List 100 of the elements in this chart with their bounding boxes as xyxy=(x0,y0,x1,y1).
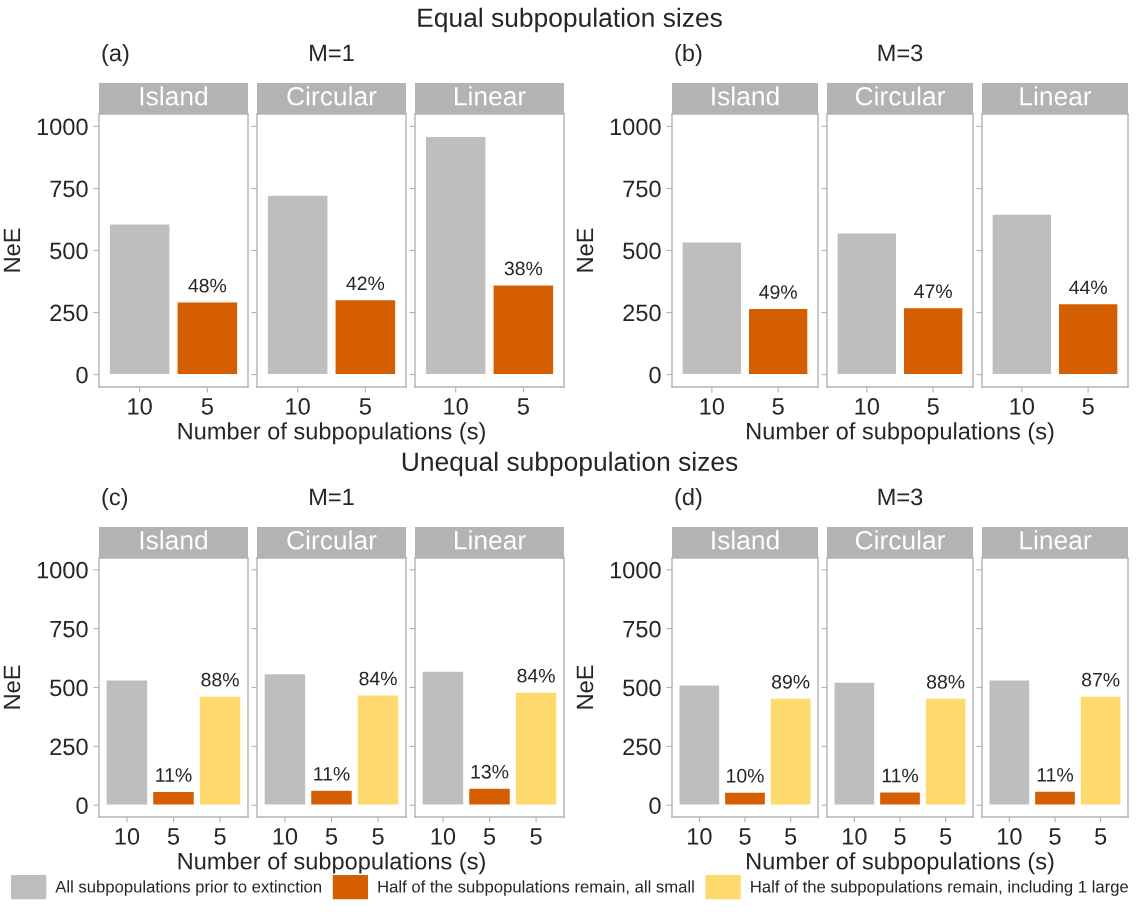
y-axis-title: NeE xyxy=(576,228,594,272)
text: (d) xyxy=(675,487,702,510)
chart-title: Linear xyxy=(1020,86,1092,106)
x-axis-title: Number of subpopulations (s) xyxy=(178,422,485,445)
annotation: 47% xyxy=(914,284,952,299)
x-tick-label: 5 xyxy=(359,398,371,415)
chart-title: Linear xyxy=(454,530,526,550)
x-tick-label: 5 xyxy=(214,828,226,845)
x-tick-label: 5 xyxy=(772,398,784,415)
x-tick-label: 10 xyxy=(688,828,712,845)
x-tick-label: 5 xyxy=(372,828,384,845)
y-tick-label: 250 xyxy=(623,738,661,756)
x-tick-label: 10 xyxy=(431,828,456,845)
annotation: 11% xyxy=(314,767,350,781)
x-tick-label: 5 xyxy=(739,828,751,845)
y-tick-label: 250 xyxy=(50,738,88,756)
y-tick-label: 750 xyxy=(50,180,88,198)
x-tick-label: 10 xyxy=(700,398,725,415)
annotation: 89% xyxy=(772,674,810,689)
text: M=3 xyxy=(878,488,923,506)
y-tick-label: 500 xyxy=(623,679,661,697)
x-tick-label: 5 xyxy=(940,828,952,845)
x-tick-label: 5 xyxy=(1049,828,1061,845)
x-tick-label: 10 xyxy=(128,398,152,415)
x-tick-label: 5 xyxy=(894,828,906,845)
annotation: 10% xyxy=(727,768,764,783)
y-tick-label: 250 xyxy=(623,304,661,322)
y-tick-label: 1000 xyxy=(610,561,661,579)
annotation: 44% xyxy=(1069,280,1107,295)
annotation: 88% xyxy=(927,674,965,689)
y-tick-label: 500 xyxy=(50,242,88,260)
annotation: 88% xyxy=(201,672,239,687)
legend-label: Half of the subpopulations remain, all small xyxy=(378,880,694,896)
text: (b) xyxy=(675,44,702,66)
chart-title: Island xyxy=(140,86,208,106)
legend-label: All subpopulations prior to extinction xyxy=(55,880,322,896)
annotation: 11% xyxy=(156,768,192,782)
chart-title: Circular xyxy=(287,530,377,550)
chart-title: Island xyxy=(712,86,779,106)
x-tick-label: 5 xyxy=(1082,398,1094,415)
x-axis-title: Number of subpopulations (s) xyxy=(747,422,1054,445)
annotation: 84% xyxy=(359,671,397,686)
y-tick-label: 0 xyxy=(76,797,88,815)
y-tick-label: 500 xyxy=(623,242,661,260)
text: Unequal subpopulation sizes xyxy=(402,451,738,477)
x-axis-title: Number of subpopulations (s) xyxy=(178,852,485,875)
y-tick-label: 750 xyxy=(623,620,661,638)
y-tick-label: 0 xyxy=(649,797,661,815)
chart-title: Linear xyxy=(454,86,526,106)
x-axis-title: Number of subpopulations (s) xyxy=(747,852,1054,875)
y-tick-label: 250 xyxy=(50,304,88,322)
annotation: 49% xyxy=(759,285,797,299)
x-tick-label: 10 xyxy=(1010,398,1035,415)
chart-title: Circular xyxy=(855,530,946,550)
legend-label: Half of the subpopulations remain, including 1 large xyxy=(751,880,1129,896)
y-tick-label: 1000 xyxy=(37,561,88,579)
text: M=1 xyxy=(310,488,354,506)
y-tick-label: 1000 xyxy=(610,118,661,136)
annotation: 42% xyxy=(346,276,385,291)
y-tick-label: 750 xyxy=(623,180,661,198)
y-axis-title: NeE xyxy=(576,665,594,709)
y-tick-label: 0 xyxy=(649,366,661,384)
text: (a) xyxy=(102,44,129,66)
x-tick-label: 5 xyxy=(927,398,939,415)
chart-title: Island xyxy=(712,530,779,550)
chart-title: Circular xyxy=(287,86,377,106)
annotation: 48% xyxy=(188,278,227,293)
x-tick-label: 10 xyxy=(843,828,867,845)
x-tick-label: 10 xyxy=(855,398,880,415)
annotation: 84% xyxy=(517,668,555,683)
chart-title: Island xyxy=(140,530,208,550)
x-tick-label: 5 xyxy=(785,828,797,845)
x-tick-label: 5 xyxy=(1095,828,1107,845)
chart-title: Circular xyxy=(855,86,946,106)
x-tick-label: 5 xyxy=(325,828,338,845)
text: M=3 xyxy=(878,44,923,62)
annotation: 11% xyxy=(882,768,919,783)
x-tick-label: 5 xyxy=(530,828,542,845)
x-tick-label: 5 xyxy=(201,398,213,415)
text: (c) xyxy=(102,487,128,510)
x-tick-label: 10 xyxy=(273,828,298,845)
x-tick-label: 5 xyxy=(483,828,496,845)
x-tick-label: 10 xyxy=(286,398,310,415)
x-tick-label: 5 xyxy=(167,828,180,845)
x-tick-label: 10 xyxy=(115,828,140,845)
y-tick-label: 750 xyxy=(50,620,88,638)
y-axis-title: NeE xyxy=(3,228,21,272)
y-tick-label: 500 xyxy=(50,679,88,697)
annotation: 38% xyxy=(504,261,543,276)
x-tick-label: 10 xyxy=(444,398,468,415)
y-tick-label: 1000 xyxy=(37,118,88,136)
chart-title: Linear xyxy=(1020,530,1092,550)
y-tick-label: 0 xyxy=(76,366,88,384)
text: Equal subpopulation sizes xyxy=(418,7,722,33)
y-axis-title: NeE xyxy=(3,665,21,709)
x-tick-label: 10 xyxy=(998,828,1022,845)
annotation: 11% xyxy=(1037,768,1074,782)
text: M=1 xyxy=(310,44,354,62)
x-tick-label: 5 xyxy=(517,398,529,415)
annotation: 13% xyxy=(471,764,509,779)
